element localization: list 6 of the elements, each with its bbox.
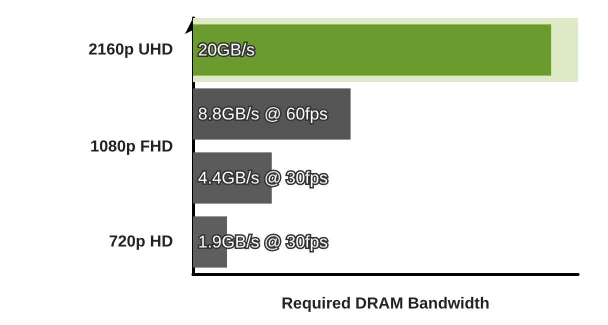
data-label: 20GB/s bbox=[198, 40, 255, 60]
y-tick-label: 1080p FHD bbox=[90, 138, 173, 156]
y-tick-label: 2160p UHD bbox=[88, 42, 173, 58]
data-label: 8.8GB/s @ 60fps bbox=[198, 104, 328, 124]
y-tick-label: 720p HD bbox=[108, 234, 173, 250]
x-axis-title: Required DRAM Bandwidth bbox=[282, 296, 490, 312]
